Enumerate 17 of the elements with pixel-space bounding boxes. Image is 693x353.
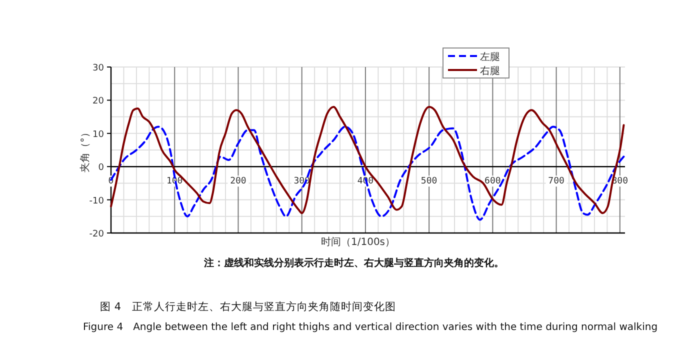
y-tick-label: -10: [89, 196, 104, 206]
y-tick-label: 0: [98, 163, 104, 174]
y-axis-title: 夹角（°）: [79, 128, 91, 172]
caption: 图 4 正常人行走时左、右大腿与竖直方向夹角随时间变化图: [100, 300, 396, 313]
legend-label: 右腿: [480, 65, 500, 77]
x-tick-label: 600: [484, 176, 501, 187]
y-tick-label: 30: [92, 64, 104, 74]
legend-label: 左腿: [480, 51, 500, 63]
text: 注：虚线和实线分别表示行走时左、右大腿与竖直方向夹角的变化。: [203, 257, 504, 269]
x-tick-label: 200: [230, 176, 246, 187]
y-tick-label: 10: [92, 130, 104, 140]
x-tick-label: 700: [548, 176, 564, 187]
y-tick-label: 20: [92, 96, 104, 107]
y-tick-label: -20: [89, 230, 104, 240]
x-tick-label: 500: [420, 176, 438, 187]
caption: Figure 4 Angle between the left and right thighs and vertical direction varies with the time during normal walking: [83, 322, 658, 333]
x-axis-title: 时间（1/100s）: [320, 236, 396, 248]
